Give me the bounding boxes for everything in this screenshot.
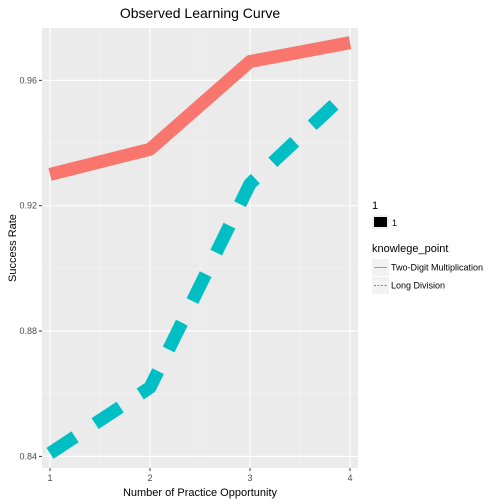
x-tick-label: 2 — [147, 473, 152, 483]
y-tick-label: 0.88 — [19, 326, 37, 336]
chart-title: Observed Learning Curve — [120, 5, 281, 21]
y-axis-title: Success Rate — [7, 214, 19, 282]
y-tick-label: 0.96 — [19, 75, 37, 85]
x-tick-label: 4 — [347, 473, 352, 483]
size-legend-label: 1 — [392, 218, 397, 228]
legend-label: Two-Digit Multiplication — [391, 263, 483, 273]
size-legend-swatch — [374, 217, 387, 227]
series-line-1 — [46, 84, 355, 459]
series-layer — [46, 36, 355, 459]
legend-label: Long Division — [391, 281, 445, 291]
series-line-0 — [48, 36, 352, 181]
x-axis-title: Number of Practice Opportunity — [123, 487, 278, 499]
size-legend-title: 1 — [372, 200, 378, 212]
y-tick-label: 0.84 — [19, 451, 37, 461]
color-legend-items: Two-Digit Multiplication Long Division — [372, 259, 483, 294]
x-tick-label: 1 — [47, 473, 52, 483]
legend-key-bg — [372, 277, 389, 294]
major-gridlines — [42, 28, 358, 468]
x-tick-label: 3 — [247, 473, 252, 483]
y-axis-ticks: 0.84 0.88 0.92 0.96 — [19, 75, 42, 461]
x-axis-ticks: 1 2 3 4 — [47, 468, 353, 483]
y-tick-label: 0.92 — [19, 201, 37, 211]
legend: 1 1 knowlege_point Two-Digit Multiplicat… — [372, 200, 483, 294]
color-legend-title: knowlege_point — [372, 243, 448, 255]
